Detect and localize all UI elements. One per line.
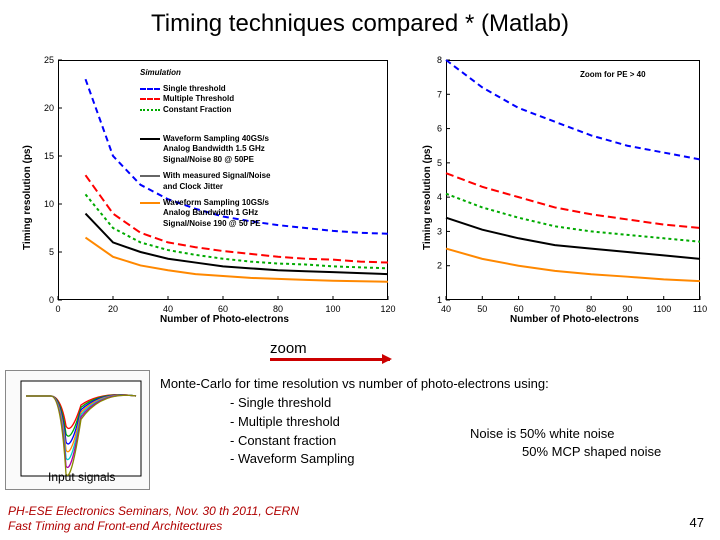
svg-text:100: 100 xyxy=(325,304,340,314)
noise-l2: 50% MCP shaped noise xyxy=(522,443,661,461)
svg-text:10: 10 xyxy=(44,199,54,209)
svg-text:40: 40 xyxy=(441,304,451,314)
svg-text:7: 7 xyxy=(437,89,442,99)
svg-text:4: 4 xyxy=(437,192,442,202)
svg-text:100: 100 xyxy=(656,304,671,314)
svg-text:6: 6 xyxy=(437,124,442,134)
chart-left: 0 20 40 60 80 100 120 0 5 10 15 20 25 Timing resolut… xyxy=(10,50,400,330)
svg-text:60: 60 xyxy=(514,304,524,314)
svg-text:90: 90 xyxy=(622,304,632,314)
svg-text:15: 15 xyxy=(44,151,54,161)
footer-l1: PH-ESE Electronics Seminars, Nov. 30 th … xyxy=(8,504,299,519)
page-number: 47 xyxy=(690,515,704,530)
chart-right-xlabel: Number of Photo-electrons xyxy=(510,314,639,325)
svg-text:5: 5 xyxy=(49,247,54,257)
chart-right-legend: Zoom for PE > 40 xyxy=(580,70,646,80)
svg-text:5: 5 xyxy=(437,158,442,168)
zoom-row: zoom xyxy=(270,340,307,357)
svg-text:70: 70 xyxy=(550,304,560,314)
chart-left-legend: Single thresholdMultiple ThresholdConsta… xyxy=(140,84,234,115)
zoom-arrow xyxy=(270,358,390,361)
chart-right-ylabel: Timing resolution (ps) xyxy=(422,145,433,250)
slide-title: Timing techniques compared * (Matlab) xyxy=(0,10,720,38)
footer-l2: Fast Timing and Front-end Architectures xyxy=(8,519,299,534)
chart-left-xlabel: Number of Photo-electrons xyxy=(160,314,289,325)
svg-text:110: 110 xyxy=(693,304,707,314)
svg-text:1: 1 xyxy=(437,295,442,305)
noise-l1: Noise is 50% white noise xyxy=(470,425,661,443)
chart-right: 40 50 60 70 80 90 100 110 1 2 3 4 5 6 7 8 Timing resolu… xyxy=(410,50,710,330)
svg-text:80: 80 xyxy=(273,304,283,314)
chart-left-simlabel: Simulation xyxy=(140,68,181,78)
svg-text:2: 2 xyxy=(437,261,442,271)
svg-text:20: 20 xyxy=(108,304,118,314)
svg-text:0: 0 xyxy=(55,304,60,314)
svg-text:40: 40 xyxy=(163,304,173,314)
svg-text:0: 0 xyxy=(49,295,54,305)
input-signals-label: Input signals xyxy=(48,470,115,484)
footer: PH-ESE Electronics Seminars, Nov. 30 th … xyxy=(8,504,299,534)
desc-line1: Monte-Carlo for time resolution vs numbe… xyxy=(160,375,549,394)
svg-text:3: 3 xyxy=(437,226,442,236)
chart-left-ylabel: Timing resolution (ps) xyxy=(22,145,33,250)
svg-text:20: 20 xyxy=(44,103,54,113)
noise-block: Noise is 50% white noise 50% MCP shaped … xyxy=(470,425,661,460)
svg-text:50: 50 xyxy=(477,304,487,314)
svg-text:8: 8 xyxy=(437,55,442,65)
svg-text:60: 60 xyxy=(218,304,228,314)
chart-left-legend-blocks: Waveform Sampling 40GS/s Analog Bandwidt… xyxy=(140,128,271,229)
svg-text:120: 120 xyxy=(380,304,395,314)
svg-text:25: 25 xyxy=(44,55,54,65)
svg-text:80: 80 xyxy=(586,304,596,314)
chart-right-svg: 40 50 60 70 80 90 100 110 1 2 3 4 5 6 7 8 xyxy=(410,50,710,330)
zoom-label: zoom xyxy=(270,340,307,357)
